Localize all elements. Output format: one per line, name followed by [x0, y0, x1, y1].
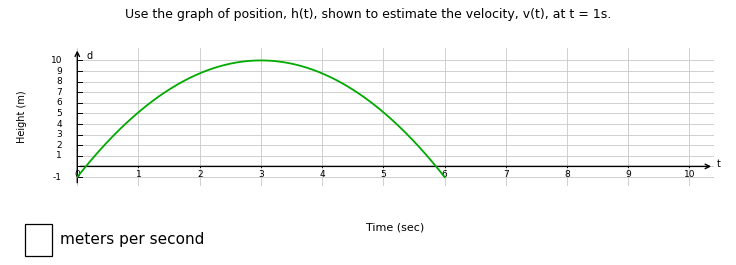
- Text: 4: 4: [319, 170, 325, 179]
- Text: 8: 8: [564, 170, 570, 179]
- Text: -1: -1: [53, 173, 62, 182]
- Text: 7: 7: [56, 88, 62, 97]
- Text: t: t: [717, 159, 721, 169]
- Text: 5: 5: [381, 170, 386, 179]
- Text: 10: 10: [51, 56, 62, 65]
- Text: 3: 3: [258, 170, 263, 179]
- Text: 8: 8: [56, 77, 62, 86]
- Text: 0: 0: [74, 170, 80, 179]
- Text: 7: 7: [503, 170, 509, 179]
- Text: 6: 6: [56, 98, 62, 107]
- Text: 3: 3: [56, 130, 62, 139]
- Text: 6: 6: [442, 170, 447, 179]
- Text: 1: 1: [56, 151, 62, 160]
- Text: Time (sec): Time (sec): [367, 223, 425, 233]
- Text: 10: 10: [684, 170, 696, 179]
- Text: Use the graph of position, h(t), shown to estimate the velocity, v(t), at t = 1s: Use the graph of position, h(t), shown t…: [125, 8, 611, 21]
- Text: 9: 9: [626, 170, 631, 179]
- Text: 1: 1: [135, 170, 141, 179]
- Text: meters per second: meters per second: [60, 232, 205, 247]
- Text: 5: 5: [56, 109, 62, 118]
- Text: 9: 9: [56, 67, 62, 76]
- Bar: [25, 224, 52, 255]
- Text: d: d: [86, 51, 93, 61]
- Text: 4: 4: [57, 120, 62, 129]
- Text: Height (m): Height (m): [17, 90, 27, 143]
- Text: 2: 2: [197, 170, 202, 179]
- Text: 2: 2: [57, 141, 62, 150]
